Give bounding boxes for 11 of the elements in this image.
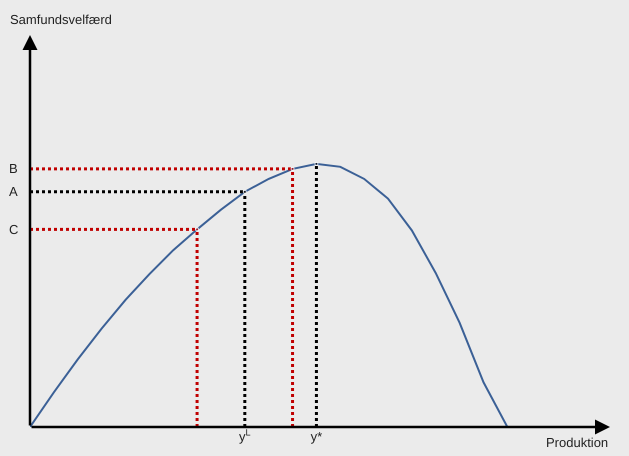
point [195,227,200,232]
annotation: C [9,222,18,237]
text: Samfundsvelfærd [10,12,112,27]
x-tick-label: y* [310,429,322,444]
point [290,166,295,171]
point [314,162,318,166]
text: B [9,161,18,176]
x-tick-label: y$^{L}$ [239,428,251,444]
x-axis-title: Produktion [546,435,608,450]
text: A [9,184,18,199]
point [242,190,247,194]
